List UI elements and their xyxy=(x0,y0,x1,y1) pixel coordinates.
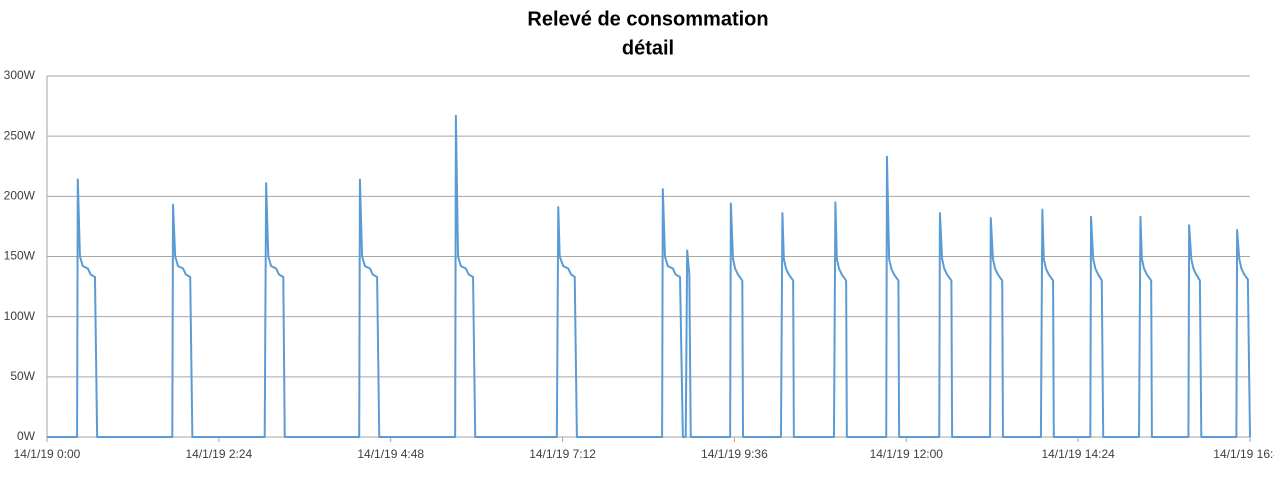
x-tick-label: 14/1/19 16:48 xyxy=(1213,447,1274,461)
x-tick-label: 14/1/19 4:48 xyxy=(357,447,424,461)
x-tick-label: 14/1/19 7:12 xyxy=(529,447,596,461)
y-tick-label: 150W xyxy=(4,249,36,263)
x-tick-label: 14/1/19 14:24 xyxy=(1041,447,1115,461)
chart-title: détail xyxy=(622,37,674,59)
series-line xyxy=(47,114,1251,438)
x-tick-label: 14/1/19 12:00 xyxy=(870,447,944,461)
y-tick-label: 300W xyxy=(4,68,36,82)
chart-title: Relevé de consommation xyxy=(527,8,768,30)
y-tick-label: 100W xyxy=(4,309,36,323)
y-tick-label: 250W xyxy=(4,128,36,142)
y-tick-label: 0W xyxy=(17,429,36,443)
x-tick-label: 14/1/19 2:24 xyxy=(185,447,252,461)
x-tick-label: 14/1/19 0:00 xyxy=(14,447,81,461)
x-tick-label: 14/1/19 9:36 xyxy=(701,447,768,461)
y-tick-label: 50W xyxy=(10,369,35,383)
y-tick-label: 200W xyxy=(4,189,36,203)
